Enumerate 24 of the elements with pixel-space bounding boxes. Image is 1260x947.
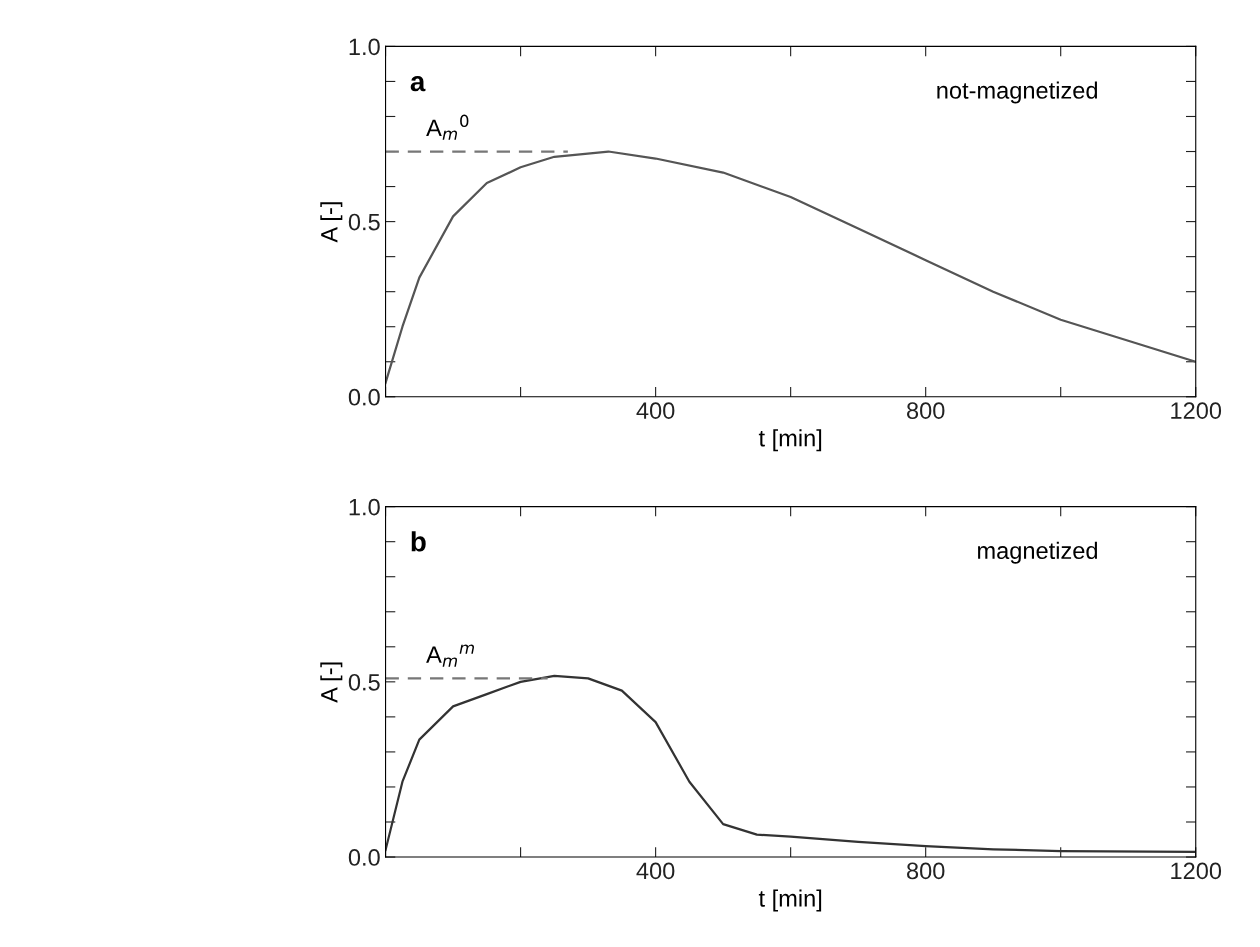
y-tick-label: 0.0 (348, 388, 380, 406)
annotation: a (410, 76, 426, 92)
x-axis-title: t [min] (758, 889, 822, 912)
annotation: A$_{m}$$^{0}$ (426, 114, 469, 140)
line-series (385, 674, 1196, 853)
y-tick-label: 0.5 (348, 673, 380, 691)
annotation: not-magnetized (937, 81, 1098, 104)
x-tick-label: 800 (907, 402, 945, 419)
x-tick-label: 1200 (1171, 402, 1222, 419)
x-tick-label: 800 (907, 862, 945, 880)
y-axis-title: A [-] (320, 202, 343, 243)
x-tick-label: 400 (636, 402, 675, 419)
y-tick-label: 1.0 (349, 38, 380, 56)
annotation: A$_{m}$$^{m}$ (426, 644, 474, 667)
y-axis-title: A [-] (320, 662, 343, 703)
x-tick-label: 400 (636, 862, 675, 880)
x-tick-label: 1200 (1171, 862, 1222, 880)
y-tick-label: 0.5 (348, 213, 380, 231)
line-series (385, 150, 1196, 384)
y-tick-label: 0.0 (348, 849, 380, 866)
annotation: b (411, 531, 426, 552)
y-tick-label: 1.0 (349, 498, 380, 516)
x-axis-title: t [min] (758, 429, 822, 452)
annotation: magnetized (978, 541, 1098, 564)
